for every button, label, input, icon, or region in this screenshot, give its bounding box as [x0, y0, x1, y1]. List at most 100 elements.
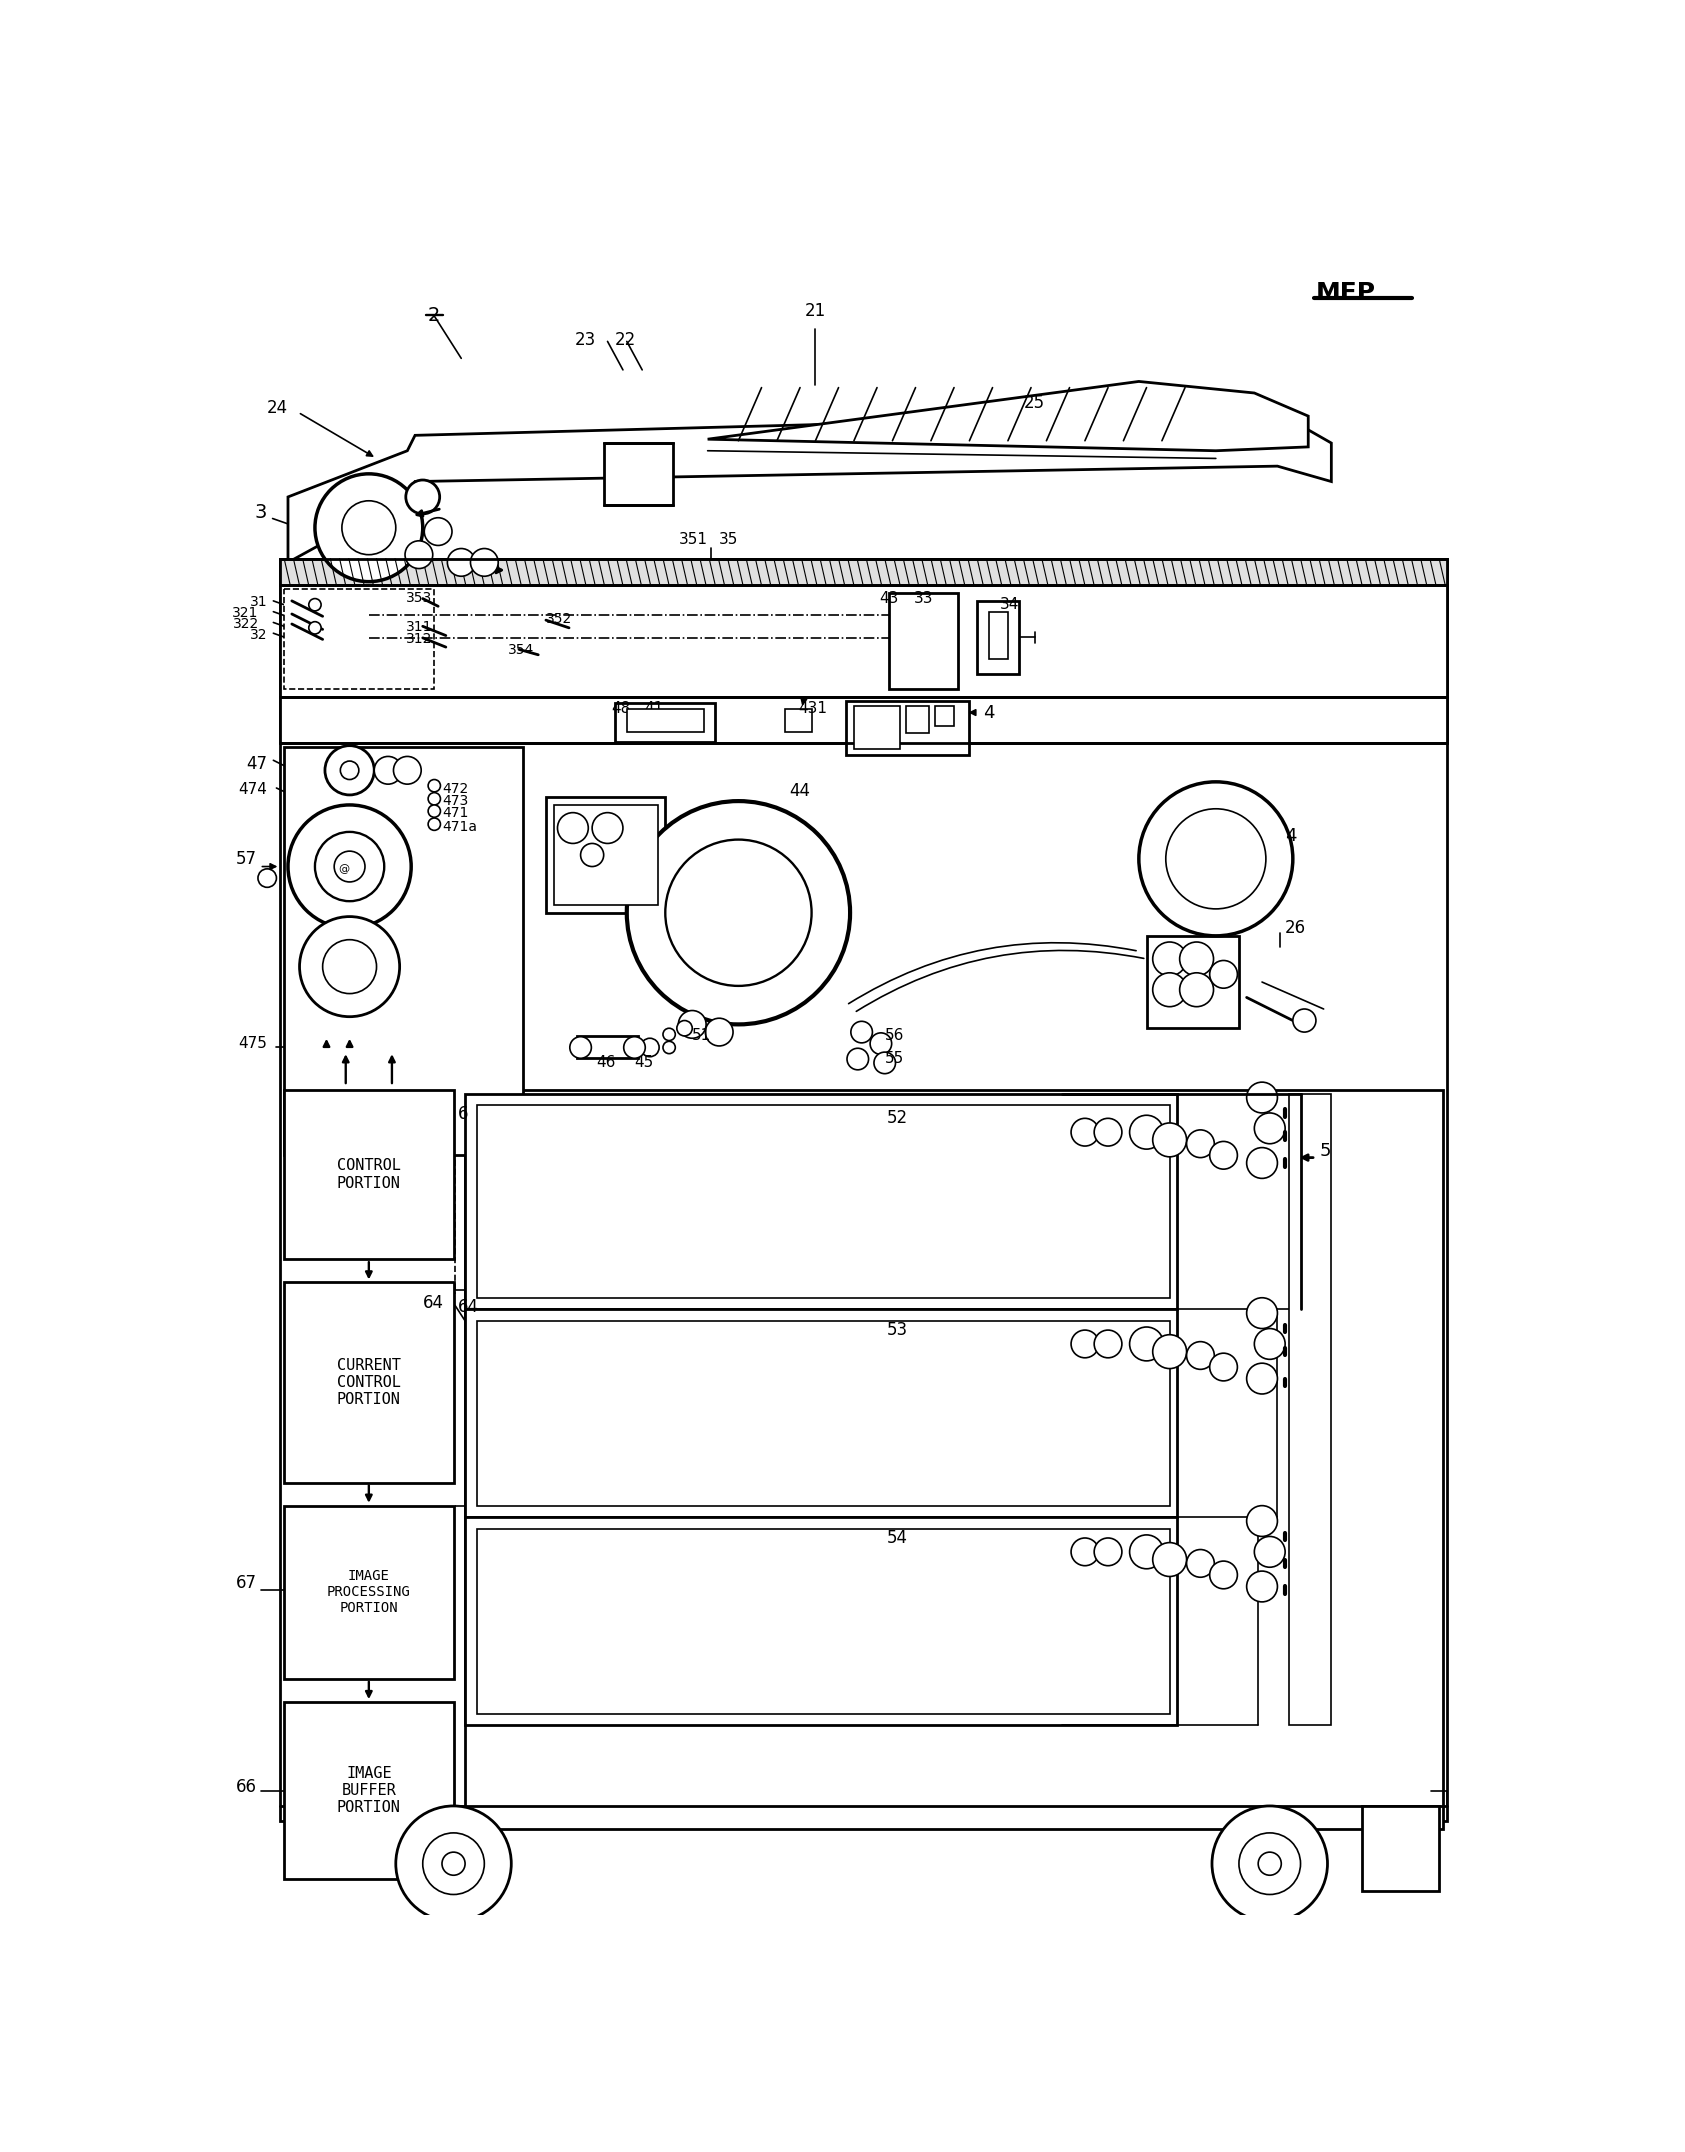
Circle shape [428, 779, 440, 792]
Bar [989, 613, 1008, 659]
Text: 42: 42 [645, 721, 666, 736]
Bar [785, 708, 812, 732]
Circle shape [1129, 1534, 1163, 1569]
Circle shape [1153, 1123, 1186, 1158]
Text: IMAGE
PROCESSING
PORTION: IMAGE PROCESSING PORTION [327, 1569, 411, 1616]
Circle shape [1072, 1119, 1099, 1147]
Text: 64: 64 [423, 1293, 443, 1311]
Text: 55: 55 [885, 1052, 903, 1067]
Bar [477, 1321, 1169, 1506]
Bar [285, 1702, 453, 1879]
Bar [285, 747, 522, 1156]
Circle shape [406, 480, 440, 514]
Text: 431: 431 [799, 702, 827, 717]
Circle shape [1153, 1334, 1186, 1369]
Text: 4: 4 [984, 704, 994, 721]
Circle shape [1247, 1147, 1277, 1179]
Text: CONTROL
PORTION: CONTROL PORTION [337, 1158, 401, 1190]
Circle shape [441, 1853, 465, 1874]
Circle shape [342, 501, 396, 555]
Circle shape [1247, 1362, 1277, 1394]
Bar [285, 590, 435, 689]
Text: 45: 45 [635, 1054, 654, 1070]
Text: 53: 53 [886, 1321, 908, 1339]
Circle shape [322, 940, 376, 994]
Circle shape [851, 1022, 873, 1044]
Text: 321: 321 [233, 607, 259, 620]
Text: CURRENT
CONTROL
PORTION: CURRENT CONTROL PORTION [337, 1358, 401, 1407]
Bar [603, 443, 672, 504]
Circle shape [1180, 943, 1213, 975]
Circle shape [570, 1037, 591, 1059]
Polygon shape [708, 381, 1308, 450]
Circle shape [620, 471, 649, 499]
Bar [935, 706, 954, 725]
Bar [846, 702, 969, 755]
Text: 2: 2 [428, 306, 440, 325]
Text: 352: 352 [546, 613, 573, 626]
Circle shape [1166, 809, 1265, 908]
Circle shape [308, 598, 322, 611]
Circle shape [869, 1033, 891, 1054]
Circle shape [1210, 1354, 1237, 1382]
Bar [285, 1283, 453, 1483]
Text: 22: 22 [615, 331, 637, 349]
Polygon shape [288, 413, 1331, 562]
Text: 474: 474 [238, 781, 268, 796]
Circle shape [1292, 1009, 1316, 1033]
Text: 44: 44 [790, 781, 810, 801]
Bar [477, 1106, 1169, 1298]
Circle shape [1186, 1341, 1215, 1369]
Circle shape [425, 519, 452, 544]
Circle shape [1094, 1330, 1122, 1358]
Circle shape [623, 1037, 645, 1059]
Bar [1146, 936, 1238, 1029]
Bar [907, 706, 930, 734]
Circle shape [848, 1048, 868, 1070]
Bar [285, 1089, 453, 1259]
Circle shape [1139, 781, 1292, 936]
Bar [465, 1089, 1442, 1829]
Text: 46: 46 [596, 1054, 615, 1070]
Circle shape [1186, 1549, 1215, 1577]
Circle shape [340, 762, 359, 779]
Circle shape [1210, 1560, 1237, 1588]
Text: 54: 54 [886, 1528, 908, 1547]
Bar [888, 594, 957, 689]
Text: 4: 4 [1286, 826, 1297, 846]
Circle shape [1180, 973, 1213, 1007]
Circle shape [632, 471, 661, 499]
Circle shape [1129, 1328, 1163, 1360]
Text: 23: 23 [575, 331, 596, 349]
Text: 312: 312 [406, 633, 431, 646]
Circle shape [875, 1052, 895, 1074]
Text: 48: 48 [612, 702, 630, 717]
Circle shape [308, 622, 322, 635]
Bar [627, 708, 704, 732]
Circle shape [428, 818, 440, 831]
Circle shape [396, 1806, 511, 1922]
Circle shape [1259, 1853, 1281, 1874]
Circle shape [1094, 1119, 1122, 1147]
Circle shape [627, 801, 851, 1024]
Text: 41: 41 [644, 702, 664, 717]
Circle shape [428, 792, 440, 805]
Circle shape [470, 549, 499, 577]
Circle shape [662, 1042, 676, 1054]
Circle shape [1072, 1330, 1099, 1358]
Text: 56: 56 [885, 1029, 905, 1044]
Text: 3: 3 [254, 504, 268, 521]
Circle shape [1153, 973, 1186, 1007]
Circle shape [1153, 1543, 1186, 1577]
Circle shape [448, 549, 475, 577]
Circle shape [706, 1018, 733, 1046]
Circle shape [423, 1834, 484, 1894]
Text: 21: 21 [805, 301, 826, 321]
Circle shape [1247, 1082, 1277, 1113]
Bar [465, 1308, 1178, 1517]
Text: 64: 64 [457, 1298, 479, 1315]
Bar [1361, 1806, 1439, 1892]
Bar [1289, 1093, 1331, 1726]
Text: 67: 67 [236, 1573, 258, 1592]
Text: 353: 353 [406, 592, 431, 605]
